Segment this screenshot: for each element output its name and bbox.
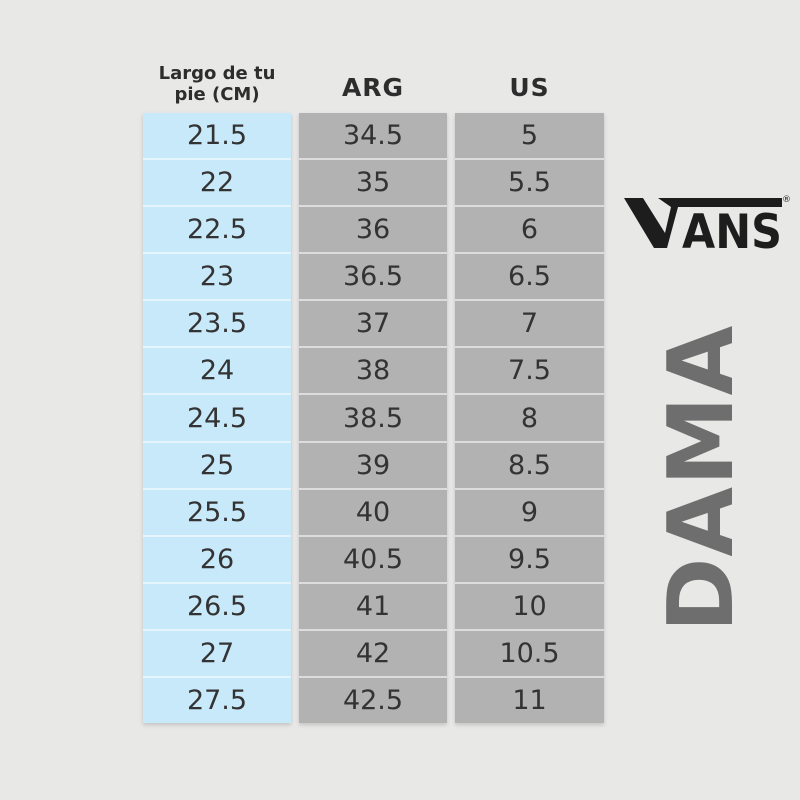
column-us-sizes: 5 5.5 6 6.5 7 7.5 8 8.5 9 9.5 10 10.5 11 [455, 113, 604, 723]
size-cell-us: 5.5 [455, 158, 604, 205]
size-cell-arg: 40.5 [299, 534, 447, 582]
size-cell-arg: 38.5 [299, 393, 447, 440]
vans-logo: ANS ® [624, 195, 790, 252]
size-cell-cm: 23.5 [143, 299, 291, 346]
size-cell-cm: 21.5 [186, 120, 248, 152]
size-cell-us: 8.5 [455, 440, 604, 488]
size-cell-us: 10 [455, 581, 604, 629]
size-cell-us: 6.5 [455, 252, 604, 299]
vans-logo-v-flag-shape [624, 198, 782, 248]
size-cell-cm: 25 [143, 440, 291, 488]
size-cell-us: 10.5 [455, 628, 604, 676]
size-cell-us: 8 [455, 393, 604, 440]
size-cell-cm: 26.5 [143, 581, 291, 629]
size-cell-us: 7 [455, 299, 604, 346]
size-cell-cm: 24 [143, 346, 291, 393]
size-cell-arg: 36 [299, 205, 447, 252]
size-cell-cm: 27.5 [143, 675, 291, 723]
column-arg-sizes: 34.5 35 36 36.5 37 38 38.5 39 40 40.5 41 42 42.5 [299, 113, 447, 723]
column-header-foot-length-line2: pie (CM) [174, 83, 260, 105]
column-header-arg: ARG [341, 73, 405, 102]
size-cell-us: 5 [520, 120, 539, 152]
size-cell-arg: 38 [299, 346, 447, 393]
size-cell-us: 6 [455, 205, 604, 252]
size-cell-us: 9 [455, 487, 604, 535]
size-cell-arg: 42 [299, 628, 447, 676]
size-cell-arg: 40 [299, 487, 447, 535]
size-cell-arg: 42.5 [299, 675, 447, 723]
column-foot-length-cm: 21.5 22 22.5 23 23.5 24 24.5 25 25.5 26 26.5 27 27.5 [143, 113, 291, 723]
size-cell-arg: 41 [299, 581, 447, 629]
column-header-foot-length-line1: Largo de tu [158, 63, 276, 84]
size-cell-arg: 34.5 [342, 120, 404, 152]
size-cell-cm: 24.5 [143, 393, 291, 440]
size-cell-arg: 39 [299, 440, 447, 488]
size-cell-cm: 25.5 [143, 487, 291, 535]
registered-trademark-icon: ® [782, 195, 790, 205]
column-header-foot-length: Largo de tu pie (CM) [143, 63, 291, 105]
size-cell-us: 7.5 [455, 346, 604, 393]
vans-logo-ans-text: ANS [682, 205, 782, 252]
category-label-dama: DAMA [649, 324, 754, 633]
column-header-us: US [509, 73, 550, 102]
size-cell-us: 11 [455, 675, 604, 723]
size-cell-cm: 22 [143, 158, 291, 205]
size-cell-us: 9.5 [455, 534, 604, 582]
size-cell-arg: 36.5 [299, 252, 447, 299]
size-cell-cm: 23 [143, 252, 291, 299]
size-cell-arg: 37 [299, 299, 447, 346]
size-cell-arg: 35 [299, 158, 447, 205]
size-cell-cm: 22.5 [143, 205, 291, 252]
size-cell-cm: 26 [143, 534, 291, 582]
size-cell-cm: 27 [143, 628, 291, 676]
